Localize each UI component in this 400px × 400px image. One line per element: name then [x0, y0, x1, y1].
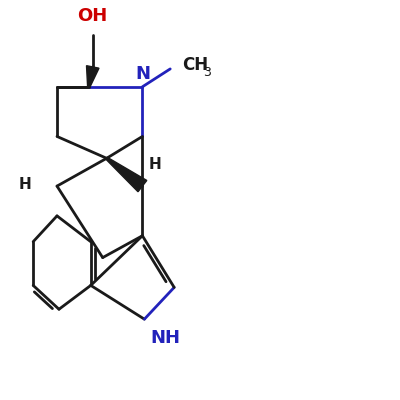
Text: CH: CH — [182, 56, 208, 74]
Text: OH: OH — [78, 7, 108, 25]
Text: N: N — [135, 65, 150, 83]
Text: H: H — [18, 177, 31, 192]
Text: NH: NH — [150, 329, 180, 347]
Polygon shape — [106, 157, 147, 192]
Text: 3: 3 — [203, 66, 211, 78]
Polygon shape — [86, 66, 99, 87]
Text: H: H — [148, 157, 161, 172]
